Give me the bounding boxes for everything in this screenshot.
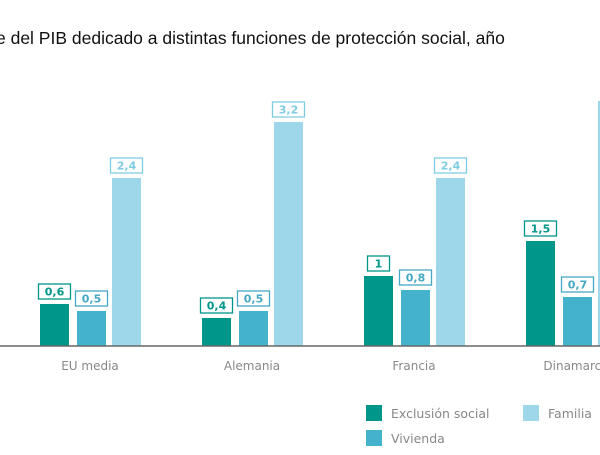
data-label: 1: [375, 258, 383, 271]
category-label: Dinamarca: [543, 359, 600, 373]
data-label: 0,8: [406, 272, 426, 285]
bar-exclusión-social: [526, 241, 555, 346]
bar-vivienda: [563, 297, 592, 346]
chart-title: e del PIB dedicado a distintas funciones…: [0, 28, 505, 48]
data-label: 2,4: [117, 160, 137, 173]
data-label-box: [560, 276, 595, 293]
bar-familia: [436, 178, 465, 346]
bar-familia: [274, 122, 303, 346]
bar-vivienda: [401, 290, 430, 346]
legend-swatch: [523, 405, 539, 421]
legend-label: Familia: [548, 406, 592, 421]
bar-exclusión-social: [364, 276, 393, 346]
bar-exclusión-social: [202, 318, 231, 346]
legend-label: Vivienda: [391, 431, 445, 446]
data-label-box: [109, 157, 144, 174]
bar-familia: [112, 178, 141, 346]
data-label-box: [199, 297, 234, 314]
data-label: 0,6: [45, 286, 65, 299]
data-label-box: [366, 255, 391, 272]
bar-exclusión-social: [40, 304, 69, 346]
data-label-box: [433, 157, 468, 174]
bar-familia: [598, 101, 600, 346]
data-label: 0,4: [207, 300, 227, 313]
legend-swatch: [366, 430, 382, 446]
data-label-box: [523, 220, 558, 237]
legend-label: Exclusión social: [391, 406, 490, 421]
category-label: Francia: [392, 359, 435, 373]
data-label-box: [271, 101, 306, 118]
category-label: EU media: [61, 359, 119, 373]
data-label: 0,5: [244, 293, 264, 306]
data-label-box: [74, 290, 109, 307]
data-label-box: [37, 283, 72, 300]
data-label-box: [398, 269, 433, 286]
data-label: 2,4: [441, 160, 461, 173]
data-label: 1,5: [531, 223, 551, 236]
data-label: 0,5: [82, 293, 102, 306]
data-label: 3,2: [279, 104, 299, 117]
legend-swatch: [366, 405, 382, 421]
data-label-box: [236, 290, 271, 307]
category-label: Alemania: [224, 359, 280, 373]
data-label: 0,7: [568, 279, 588, 292]
bar-vivienda: [77, 311, 106, 346]
bar-vivienda: [239, 311, 268, 346]
